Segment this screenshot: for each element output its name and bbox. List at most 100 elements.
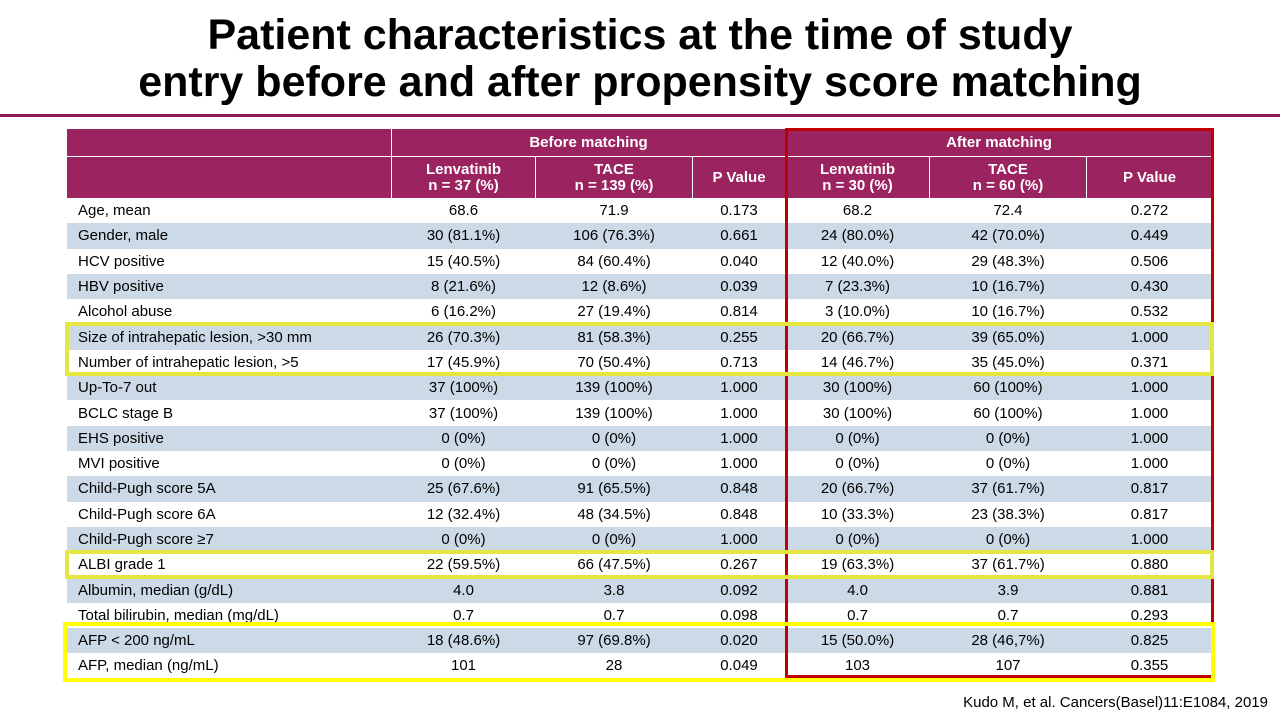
table-cell: 8 (21.6%) — [430, 278, 497, 296]
row-label: EHS positive — [78, 429, 164, 447]
table-cell: 37 (61.7%) — [971, 480, 1045, 498]
table-cell: 10 (33.3%) — [820, 505, 895, 523]
table-cell: 1.000 — [720, 404, 758, 422]
table-row: Child-Pugh score 6A 12 (32.4%) 48 (34.5%) 0… — [67, 501, 1212, 527]
header-before-matching: Before matching — [529, 133, 648, 151]
column-header-line-1: TACE — [988, 160, 1028, 178]
table-cell: 91 (65.5%) — [577, 480, 651, 498]
table-row: Gender, male 30 (81.1%) 106 (76.3%) 0.661 24… — [67, 223, 1212, 249]
table-cell: 37 (100%) — [428, 379, 499, 397]
table-cell: 1.000 — [1130, 379, 1169, 397]
table-cell: 12 (32.4%) — [426, 505, 501, 523]
table-cell: 1.000 — [720, 379, 758, 397]
table-cell: 107 — [995, 657, 1021, 675]
table-cell: 19 (63.3%) — [820, 556, 895, 574]
table-row: Up-To-7 out 37 (100%) 139 (100%) 1.000 30 (1… — [67, 375, 1212, 401]
table-cell: 0 (0%) — [835, 531, 880, 548]
table-cell: 23 (38.3%) — [971, 505, 1045, 523]
row-label: HCV positive — [78, 252, 165, 270]
column-header: Lenvatinib n = 30 (%) — [786, 157, 929, 198]
table-cell: 14 (46.7%) — [820, 353, 895, 371]
table-cell: 101 — [450, 657, 477, 675]
table-cell: 27 (19.4%) — [577, 303, 651, 321]
header-after-matching: After matching — [946, 133, 1052, 151]
table-cell: 0.098 — [720, 606, 758, 624]
title-divider — [0, 114, 1280, 117]
column-header-line-1: TACE — [594, 160, 634, 178]
table-row: Number of intrahepatic lesion, >5 17 (45.… — [67, 349, 1212, 376]
table-cell: 0 (0%) — [835, 455, 880, 473]
row-label: Alcohol abuse — [78, 303, 173, 321]
table-cell: 17 (45.9%) — [426, 353, 501, 371]
table-cell: 10 (16.7%) — [971, 278, 1045, 296]
row-label: Total bilirubin, median (mg/dL) — [78, 606, 279, 624]
table-row: Child-Pugh score ≥7 0 (0%) 0 (0%) 1.000 0 (0… — [67, 526, 1212, 553]
table-cell: 20 (66.7%) — [820, 328, 895, 346]
table-cell: 0.039 — [720, 278, 758, 296]
row-label: Child-Pugh score 6A — [78, 505, 216, 523]
table-cell: 15 (40.5%) — [426, 252, 501, 270]
column-header-line-1: P Value — [1122, 168, 1177, 186]
table-cell: 97 (69.8%) — [577, 632, 651, 650]
table-row: Size of intrahepatic lesion, >30 mm 26 (7… — [67, 324, 1212, 350]
table-cell: 0.267 — [720, 556, 758, 574]
row-label: Gender, male — [78, 227, 169, 245]
table-cell: 0.848 — [720, 505, 758, 523]
table-cell: 0.661 — [720, 227, 758, 245]
table-cell: 3 (10.0%) — [824, 303, 891, 321]
row-label: Size of intrahepatic lesion, >30 mm — [78, 328, 312, 346]
citation: Kudo M, et al. Cancers(Basel)11:E1084, 2… — [963, 694, 1268, 711]
table-cell: 0.532 — [1130, 303, 1169, 321]
table-cell: 0 (0%) — [835, 429, 880, 447]
table-cell: 72.4 — [993, 202, 1023, 220]
table-row: Total bilirubin, median (mg/dL) 0.7 0.7 0.0… — [67, 602, 1212, 629]
table-cell: 81 (58.3%) — [577, 328, 651, 346]
table-cell: 71.9 — [599, 202, 629, 220]
table-cell: 30 (81.1%) — [426, 227, 501, 245]
table-cell: 0.040 — [720, 252, 758, 270]
table-cell: 0.272 — [1130, 202, 1169, 220]
table-cell: 0 (0%) — [591, 455, 637, 473]
table-cell: 0.880 — [1130, 556, 1169, 574]
table-cell: 0 (0%) — [985, 531, 1031, 548]
table-cell: 0.255 — [720, 328, 758, 346]
column-header-line-2: n = 60 (%) — [972, 176, 1044, 194]
table-cell: 0.049 — [720, 657, 758, 675]
column-header: TACE n = 139 (%) — [536, 157, 692, 198]
table-cell: 0.881 — [1130, 581, 1169, 599]
table-cell: 37 (100%) — [428, 404, 499, 422]
header-row-groups: Before matching After matching — [67, 129, 1212, 156]
table-cell: 35 (45.0%) — [971, 353, 1045, 371]
table-cell: 0.293 — [1130, 606, 1169, 624]
table-cell: 0.371 — [1130, 353, 1169, 371]
table-cell: 3.8 — [603, 581, 625, 599]
row-label: Albumin, median (g/dL) — [78, 581, 234, 599]
column-header: Lenvatinib n = 37 (%) — [392, 157, 535, 198]
table-cell: 0 (0%) — [985, 429, 1031, 447]
table-cell: 0.848 — [720, 480, 758, 498]
table-cell: 6 (16.2%) — [430, 303, 497, 321]
table-cell: 48 (34.5%) — [577, 505, 651, 523]
table-cell: 1.000 — [1130, 531, 1169, 548]
row-label: MVI positive — [78, 455, 160, 473]
table-row: Alcohol abuse 6 (16.2%) 27 (19.4%) 0.814 3 (… — [67, 299, 1212, 325]
table-cell: 22 (59.5%) — [426, 556, 501, 574]
table-cell: 0 (0%) — [591, 531, 637, 548]
table-row: AFP < 200 ng/mL 18 (48.6%) 97 (69.8%) 0.020… — [67, 628, 1212, 654]
table-cell: 1.000 — [720, 455, 758, 473]
table-row: HCV positive 15 (40.5%) 84 (60.4%) 0.040 12 … — [67, 248, 1212, 274]
column-header-line-1: P Value — [712, 168, 766, 186]
table-cell: 70 (50.4%) — [577, 353, 651, 371]
table-cell: 12 (8.6%) — [581, 278, 647, 296]
table-cell: 0.825 — [1130, 632, 1169, 650]
table-cell: 4.0 — [453, 581, 474, 599]
table-cell: 1.000 — [1130, 455, 1169, 473]
row-label: Number of intrahepatic lesion, >5 — [78, 353, 299, 371]
table-cell: 20 (66.7%) — [820, 480, 895, 498]
table-cell: 0 (0%) — [441, 531, 486, 548]
table-cell: 0.814 — [720, 303, 758, 321]
row-label: BCLC stage B — [78, 404, 174, 422]
table-cell: 0.817 — [1130, 505, 1169, 523]
table-row: Age, mean 68.6 71.9 0.173 68.2 72.4 0.272 — [67, 198, 1212, 224]
row-label: AFP, median (ng/mL) — [78, 657, 219, 675]
